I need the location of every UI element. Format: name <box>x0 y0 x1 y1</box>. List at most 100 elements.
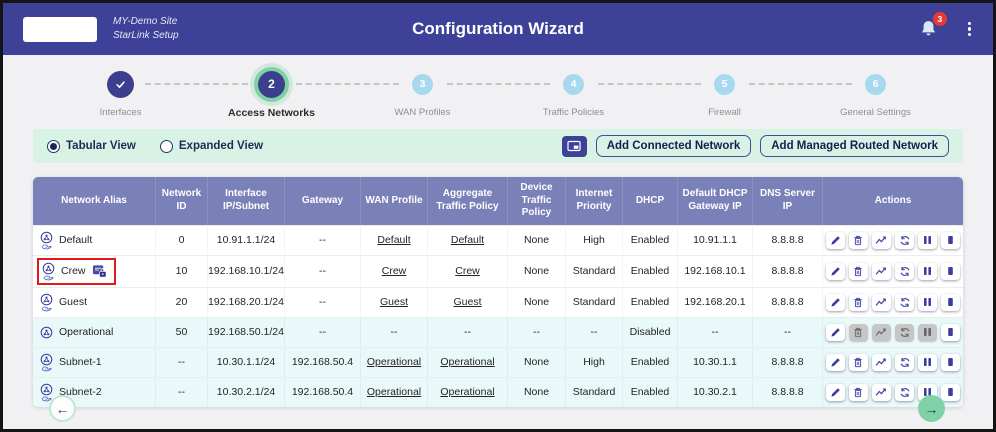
stop-action-button[interactable] <box>941 293 960 311</box>
network-alias-text: Guest <box>59 296 88 308</box>
cell-wan-profile-link[interactable]: Operational <box>366 386 422 398</box>
cell-wan-profile: -- <box>361 317 428 347</box>
logo-placeholder <box>23 16 97 42</box>
delete-action-button[interactable] <box>849 262 868 280</box>
cell-actions <box>823 288 963 317</box>
cell-aggregate-traffic-policy-link[interactable]: Crew <box>455 265 480 277</box>
pause-action-button[interactable] <box>918 262 937 280</box>
refresh-action-button[interactable] <box>895 262 914 280</box>
next-step-button[interactable]: → <box>918 395 945 422</box>
network-share-icon <box>42 262 55 281</box>
stop-action-button[interactable] <box>941 383 960 401</box>
table-header-row: Network Alias Network ID Interface IP/Subn… <box>33 177 963 225</box>
refresh-action-button[interactable] <box>895 383 914 401</box>
add-connected-network-button[interactable]: Add Connected Network <box>595 135 752 157</box>
stop-action-button[interactable] <box>941 231 960 249</box>
cell-default-dhcp-gateway-ip: 192.168.10.1 <box>678 255 753 287</box>
table-row-default: Default 0 10.91.1.1/24 -- Default Default None… <box>33 224 963 255</box>
cell-wan-profile-link[interactable]: Crew <box>381 265 407 277</box>
radio-tabular-view[interactable]: Tabular View <box>47 139 136 153</box>
edit-icon <box>830 235 841 246</box>
statistics-icon <box>875 357 887 367</box>
wizard-stepper: Interfaces 2 Access Networks 3 WAN Profiles 4… <box>3 55 993 119</box>
stepper-step-traffic-policies[interactable]: 4 Traffic Policies <box>446 67 649 119</box>
stepper-step-interfaces[interactable]: Interfaces <box>45 67 196 119</box>
edit-action-button[interactable] <box>826 231 845 249</box>
statistics-action-button[interactable] <box>872 231 891 249</box>
radio-expanded-view[interactable]: Expanded View <box>159 139 263 153</box>
cell-device-traffic-policy: None <box>508 225 566 255</box>
edit-action-button[interactable] <box>826 293 845 311</box>
overflow-menu-icon[interactable] <box>966 20 973 39</box>
cell-wan-profile: Guest <box>361 287 428 317</box>
site-subtitle: StarLink Setup <box>113 30 179 41</box>
delete-action-button[interactable] <box>849 231 868 249</box>
refresh-icon <box>899 387 911 398</box>
cell-aggregate-traffic-policy-link[interactable]: Operational <box>440 386 495 398</box>
column-header-actions: Actions <box>874 194 912 206</box>
statistics-action-button[interactable] <box>872 262 891 280</box>
edit-action-button[interactable] <box>826 383 845 401</box>
column-header-dns-server-ip: DNS Server IP <box>753 177 823 225</box>
cell-aggregate-traffic-policy: Crew <box>428 255 508 287</box>
cell-device-traffic-policy: None <box>508 347 566 377</box>
header-actions: 3 <box>919 12 973 39</box>
stop-action-button[interactable] <box>941 323 960 341</box>
delete-action-button[interactable] <box>849 293 868 311</box>
statistics-action-button[interactable] <box>872 353 891 371</box>
pause-icon <box>923 387 932 397</box>
refresh-icon <box>899 327 911 338</box>
stepper-step-firewall[interactable]: 5 Firewall <box>597 67 800 119</box>
cell-dns-server-ip: 8.8.8.8 <box>753 287 823 317</box>
step-number-circle: 5 <box>714 73 735 95</box>
stepper-step-general-settings[interactable]: 6 General Settings <box>748 67 951 119</box>
cell-aggregate-traffic-policy-link[interactable]: Operational <box>440 356 495 368</box>
stop-action-button[interactable] <box>941 262 960 280</box>
statistics-action-button[interactable] <box>872 383 891 401</box>
cell-gateway: -- <box>285 255 361 287</box>
pause-icon <box>923 235 932 245</box>
delete-icon <box>853 357 863 368</box>
cell-wan-profile-link[interactable]: Guest <box>379 296 408 308</box>
cell-internet-priority: Standard <box>566 287 623 317</box>
cell-network-alias: Crew <box>33 255 156 287</box>
column-header-network-alias: Network Alias <box>33 177 156 225</box>
cell-actions <box>823 348 963 377</box>
statistics-action-button[interactable] <box>872 293 891 311</box>
pause-icon <box>923 327 932 337</box>
stop-action-button[interactable] <box>941 353 960 371</box>
pause-icon <box>923 266 932 276</box>
delete-icon <box>853 266 863 277</box>
refresh-icon <box>899 297 911 308</box>
notifications-bell-icon[interactable]: 3 <box>919 12 947 39</box>
radio-circle-icon <box>159 139 173 153</box>
pause-action-button[interactable] <box>918 231 937 249</box>
step-label: Traffic Policies <box>542 107 605 118</box>
pause-action-button[interactable] <box>918 353 937 371</box>
refresh-action-button[interactable] <box>895 231 914 249</box>
edit-action-button[interactable] <box>826 353 845 371</box>
bell-icon <box>921 21 935 36</box>
cell-aggregate-traffic-policy-link[interactable]: Default <box>450 234 485 246</box>
refresh-action-button[interactable] <box>895 353 914 371</box>
cell-network-id: 50 <box>156 317 208 347</box>
cell-actions <box>823 318 963 347</box>
edit-action-button[interactable] <box>826 262 845 280</box>
stepper-step-wan-profiles[interactable]: 3 WAN Profiles <box>295 67 498 119</box>
cell-gateway: 192.168.50.4 <box>285 377 361 407</box>
previous-step-button[interactable]: ← <box>49 395 76 422</box>
cell-wan-profile-link[interactable]: Operational <box>366 356 422 368</box>
stepper-step-access-networks[interactable]: 2 Access Networks <box>144 67 347 119</box>
pause-action-button[interactable] <box>918 293 937 311</box>
delete-action-button[interactable] <box>849 353 868 371</box>
cell-wan-profile-link[interactable]: Default <box>377 234 411 246</box>
cell-aggregate-traffic-policy-link[interactable]: Guest <box>453 296 482 308</box>
add-managed-routed-network-button[interactable]: Add Managed Routed Network <box>760 135 949 157</box>
refresh-action-button[interactable] <box>895 293 914 311</box>
delete-action-button[interactable] <box>849 383 868 401</box>
cell-network-alias: Subnet-2 <box>33 377 156 407</box>
expanded-window-icon-button[interactable] <box>561 135 587 157</box>
step-label: Firewall <box>708 107 741 118</box>
edit-action-button[interactable] <box>826 323 845 341</box>
table-row-crew: Crew 10 192.168.10.1/24 -- Crew Crew None Stand… <box>33 254 963 287</box>
